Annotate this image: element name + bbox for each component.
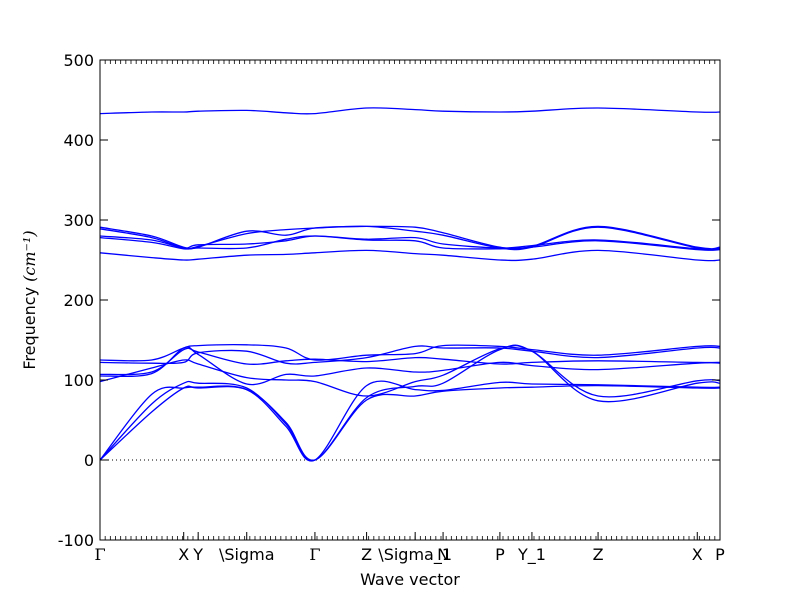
band-line [99, 235, 721, 251]
x-tick-label: Y [192, 545, 203, 564]
x-tick-label: N [437, 545, 449, 564]
y-axis-label: Frequency (cm⁻¹) [20, 230, 39, 369]
band-line [99, 235, 721, 251]
x-tick-label: X [692, 545, 703, 564]
x-tick-label: P [495, 545, 505, 564]
band-line [99, 344, 721, 461]
x-tick-label: \Sigma_1 [378, 545, 452, 565]
x-tick-label: Z [361, 545, 372, 564]
band-line [99, 346, 721, 386]
band-line [99, 384, 721, 461]
y-axis-label-unit: (cm⁻¹) [20, 230, 39, 281]
y-tick-label: 0 [84, 451, 94, 470]
y-axis-label-text: Frequency [20, 287, 39, 370]
x-tick-label: P [715, 545, 725, 564]
band-line [99, 380, 721, 462]
y-tick-label: 100 [63, 371, 94, 390]
y-tick-label: 200 [63, 291, 94, 310]
x-tick-label: X [178, 545, 189, 564]
band-line [99, 107, 721, 115]
plot-frame [99, 59, 721, 541]
series-group [99, 107, 721, 462]
y-tick-label: 500 [63, 51, 94, 70]
x-tick-label: \Sigma [219, 545, 275, 564]
y-tick-label: 400 [63, 131, 94, 150]
x-tick-label: Y_1 [517, 545, 546, 565]
band-line [99, 345, 721, 365]
x-tick-label: Z [593, 545, 604, 564]
x-tick-label: Γ [94, 545, 105, 564]
x-tick-label: Γ [309, 545, 320, 564]
band-line [99, 249, 721, 262]
y-tick-label: 300 [63, 211, 94, 230]
y-tick-label: -100 [58, 531, 94, 550]
x-axis-label: Wave vector [360, 570, 460, 589]
band-line [99, 344, 721, 398]
band-line [99, 347, 721, 376]
